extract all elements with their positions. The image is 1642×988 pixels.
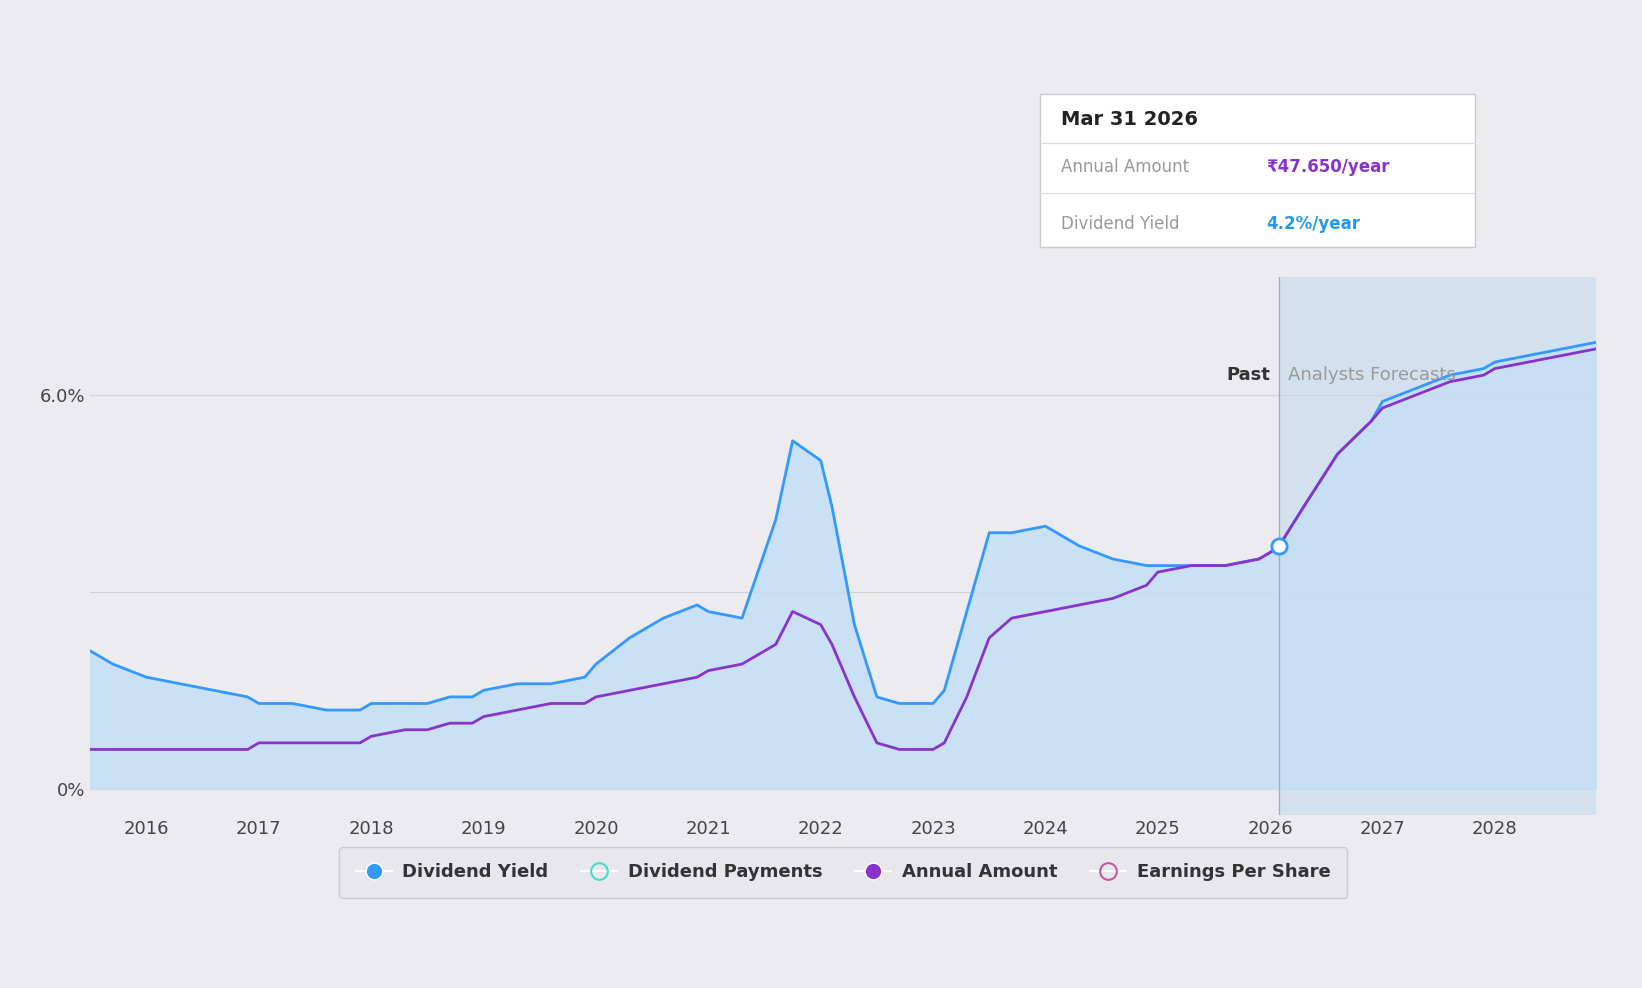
Text: Annual Amount: Annual Amount: [1061, 158, 1189, 177]
Text: Mar 31 2026: Mar 31 2026: [1061, 110, 1199, 129]
Legend: Dividend Yield, Dividend Payments, Annual Amount, Earnings Per Share: Dividend Yield, Dividend Payments, Annua…: [340, 847, 1346, 898]
Bar: [1279, 277, 1596, 815]
Text: Dividend Yield: Dividend Yield: [1061, 215, 1179, 233]
Text: ₹47.650/year: ₹47.650/year: [1266, 158, 1389, 177]
Text: Past: Past: [1227, 367, 1271, 384]
Text: 4.2%/year: 4.2%/year: [1266, 215, 1360, 233]
Text: Analysts Forecasts: Analysts Forecasts: [1287, 367, 1456, 384]
